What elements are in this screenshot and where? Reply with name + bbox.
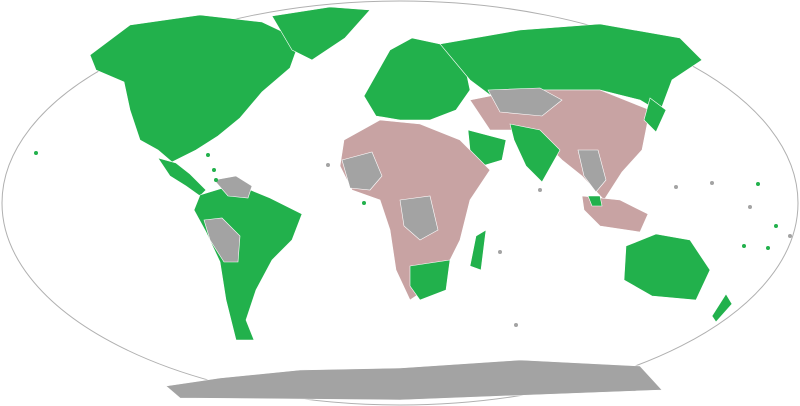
island-marker bbox=[774, 224, 778, 228]
island-marker bbox=[788, 234, 792, 238]
region-central-america bbox=[157, 157, 207, 197]
region-arabia bbox=[467, 129, 507, 167]
island-marker bbox=[710, 181, 714, 185]
island-marker bbox=[362, 201, 366, 205]
region-europe bbox=[363, 37, 471, 121]
island-marker bbox=[766, 246, 770, 250]
region-australia bbox=[623, 233, 711, 301]
region-india bbox=[509, 123, 561, 183]
island-marker bbox=[214, 178, 218, 182]
region-madagascar bbox=[469, 229, 487, 271]
island-marker bbox=[538, 188, 542, 192]
region-malaysia bbox=[587, 195, 603, 207]
island-marker bbox=[674, 185, 678, 189]
island-marker bbox=[212, 168, 216, 172]
island-marker bbox=[206, 153, 210, 157]
island-marker bbox=[326, 163, 330, 167]
island-marker bbox=[742, 244, 746, 248]
region-antarctica bbox=[165, 359, 663, 401]
region-north-america bbox=[89, 14, 301, 163]
region-central-africa bbox=[399, 195, 439, 241]
island-marker bbox=[514, 323, 518, 327]
island-marker bbox=[756, 182, 760, 186]
island-marker bbox=[498, 250, 502, 254]
region-peru-bolivia bbox=[203, 217, 241, 263]
region-japan bbox=[643, 97, 667, 133]
island-marker bbox=[34, 151, 38, 155]
island-marker bbox=[748, 205, 752, 209]
region-south-africa bbox=[409, 259, 451, 301]
region-southeast-asia-gray bbox=[577, 149, 607, 193]
region-west-africa bbox=[341, 151, 383, 191]
region-central-asia bbox=[487, 87, 563, 117]
region-venezuela-guianas bbox=[213, 175, 253, 199]
region-new-zealand bbox=[711, 293, 733, 323]
region-greenland bbox=[271, 6, 371, 61]
